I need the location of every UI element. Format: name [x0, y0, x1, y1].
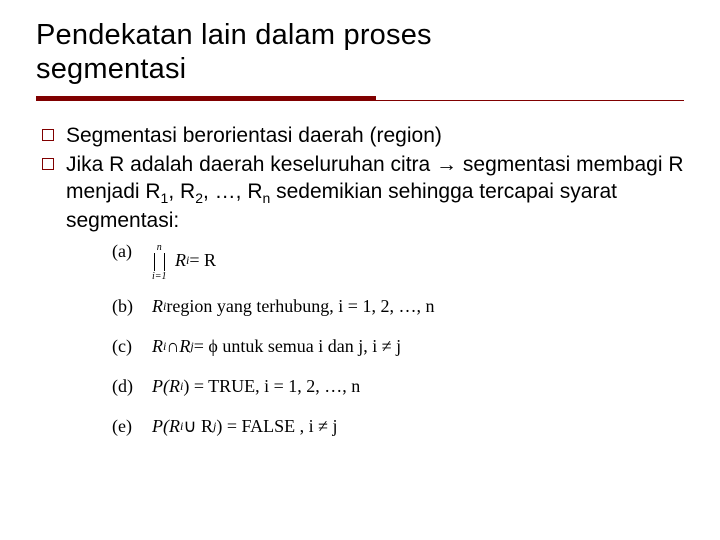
cond-label: (a) [112, 241, 152, 262]
bullet-square-icon [42, 158, 54, 170]
slide-title-line1: Pendekatan lain dalam proses [36, 18, 684, 52]
cond-label: (d) [112, 376, 152, 397]
bullet-text-2: Jika R adalah daerah keseluruhan citra →… [66, 152, 684, 235]
list-item: Jika R adalah daerah keseluruhan citra →… [42, 152, 684, 235]
bullet-list: Segmentasi berorientasi daerah (region) … [36, 123, 684, 235]
cond-e-math: P(Ri ∪ Rj) = FALSE , i ≠ j [152, 416, 338, 437]
condition-d: (d) P(Ri) = TRUE, i = 1, 2, …, n [112, 371, 684, 401]
cond-b-math: Ri region yang terhubung, i = 1, 2, …, n [152, 296, 434, 317]
title-underline [36, 96, 684, 101]
slide-title-line2: segmentasi [36, 52, 684, 86]
condition-a: (a) n i=1 Ri = R [112, 241, 684, 281]
cond-label: (e) [112, 416, 152, 437]
cond-label: (b) [112, 296, 152, 317]
cond-label: (c) [112, 336, 152, 357]
union-icon: n i=1 [152, 243, 167, 282]
list-item: Segmentasi berorientasi daerah (region) [42, 123, 684, 150]
conditions-block: (a) n i=1 Ri = R (b) Ri region yang terh… [36, 241, 684, 441]
title-block: Pendekatan lain dalam proses segmentasi [36, 18, 684, 86]
cond-c-math: Ri ∩ Rj = ϕ untuk semua i dan j, i ≠ j [152, 336, 401, 357]
condition-e: (e) P(Ri ∪ Rj) = FALSE , i ≠ j [112, 411, 684, 441]
bullet-square-icon [42, 129, 54, 141]
condition-b: (b) Ri region yang terhubung, i = 1, 2, … [112, 291, 684, 321]
cond-d-math: P(Ri) = TRUE, i = 1, 2, …, n [152, 376, 360, 397]
rule-thin [36, 100, 684, 101]
condition-c: (c) Ri ∩ Rj = ϕ untuk semua i dan j, i ≠… [112, 331, 684, 361]
bullet-text-1: Segmentasi berorientasi daerah (region) [66, 123, 442, 150]
cond-a-math: n i=1 Ri = R [152, 241, 216, 280]
slide: Pendekatan lain dalam proses segmentasi … [0, 0, 720, 441]
